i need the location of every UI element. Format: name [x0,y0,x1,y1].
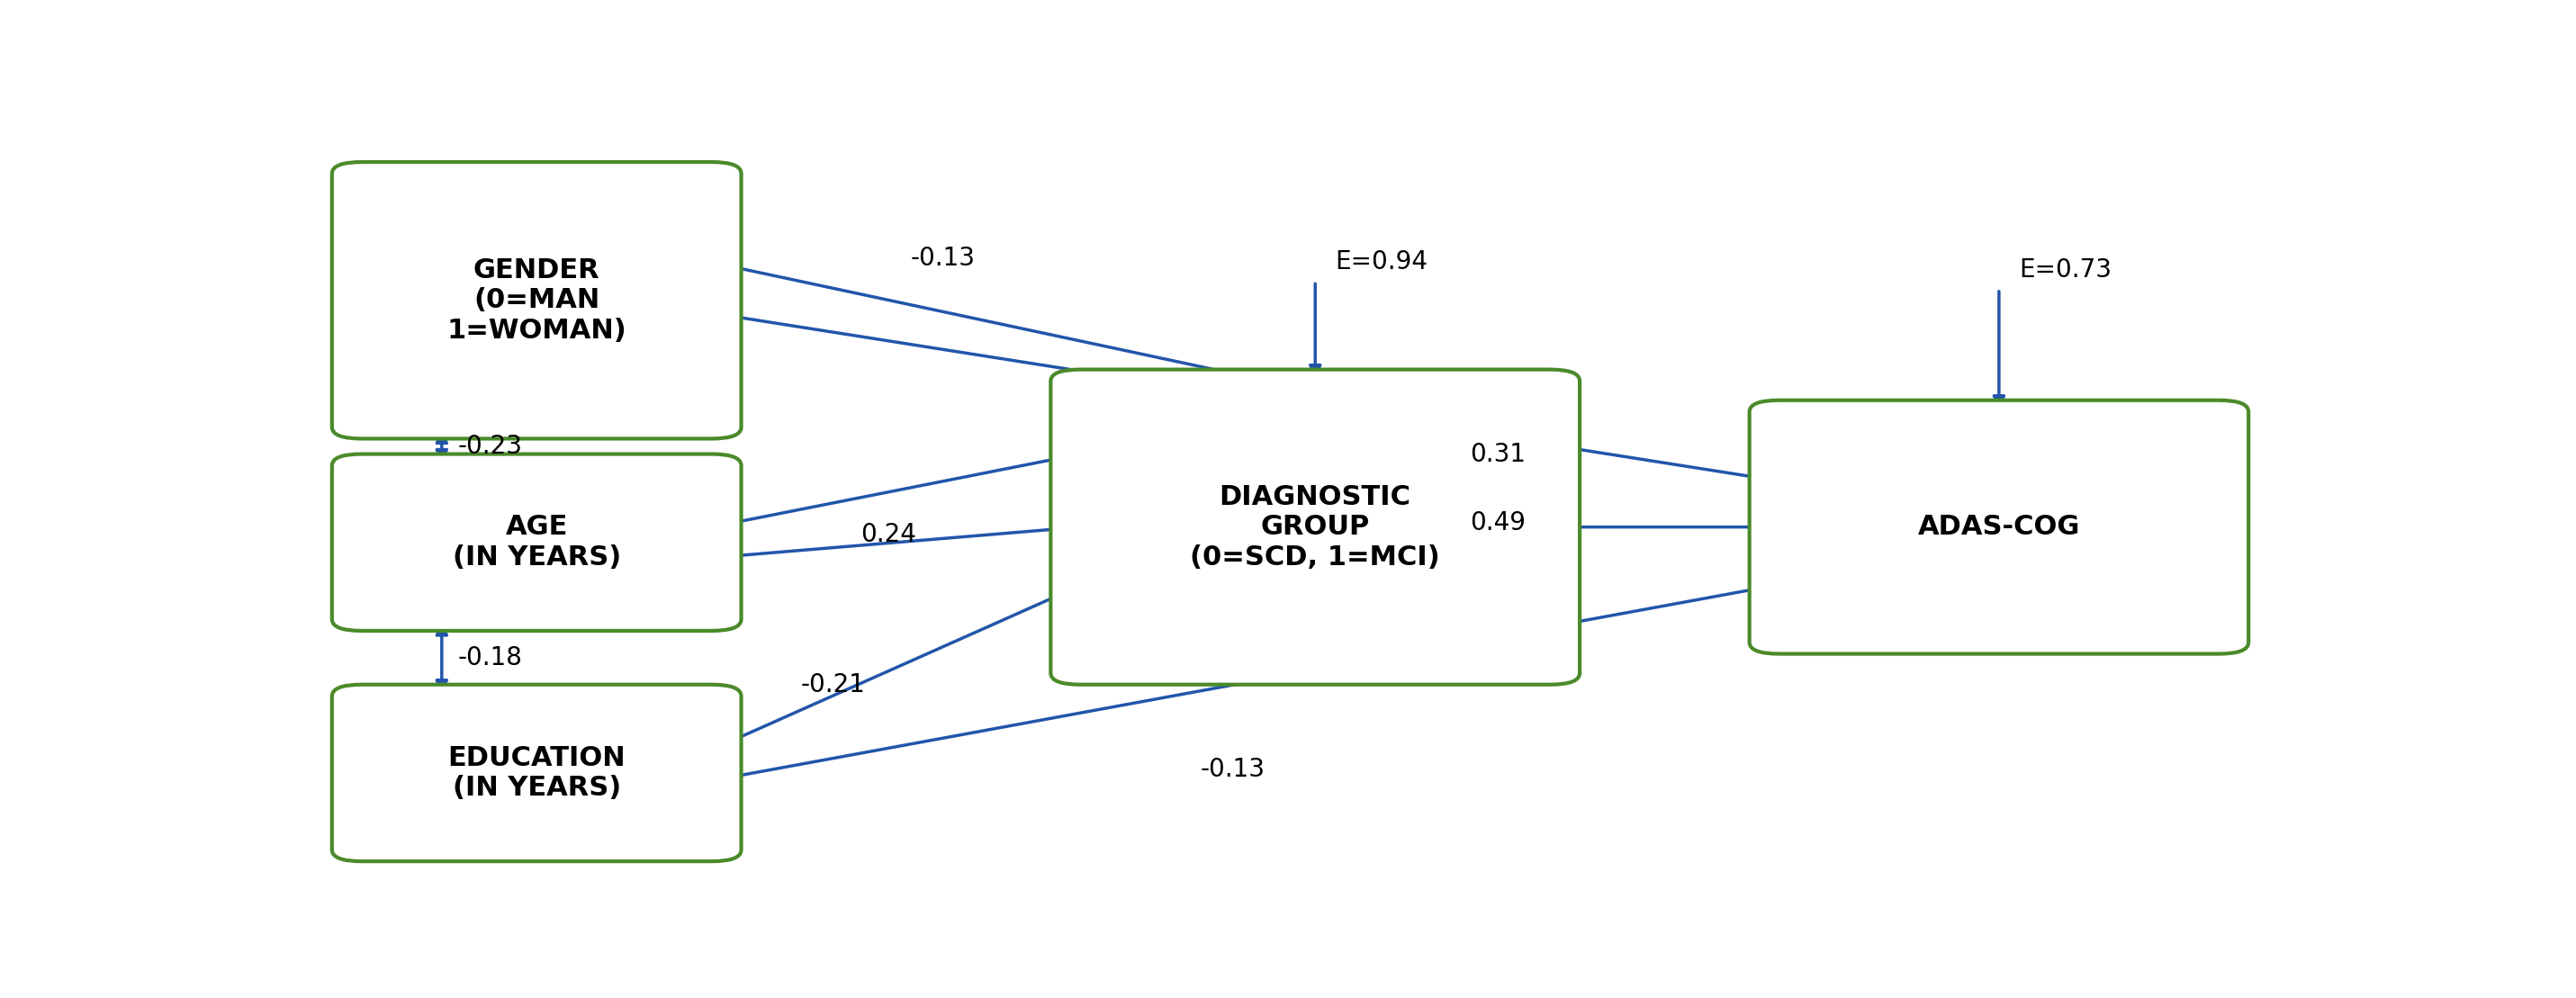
FancyArrowPatch shape [714,452,1074,527]
FancyArrowPatch shape [714,588,1074,748]
FancyArrowPatch shape [1994,291,2004,406]
FancyArrowPatch shape [1311,283,1321,375]
FancyArrowPatch shape [714,262,1262,382]
FancyArrowPatch shape [1553,522,1772,532]
FancyBboxPatch shape [332,162,742,439]
Text: AGE
(IN YEARS): AGE (IN YEARS) [453,514,621,571]
Text: GENDER
(0=MAN
1=WOMAN): GENDER (0=MAN 1=WOMAN) [446,257,626,343]
Text: E=0.73: E=0.73 [2020,257,2112,282]
FancyArrowPatch shape [438,626,446,690]
Text: 0.24: 0.24 [860,522,917,547]
Text: ADAS-COG: ADAS-COG [1917,514,2081,540]
FancyArrowPatch shape [714,313,1772,483]
Text: -0.13: -0.13 [912,246,976,270]
FancyArrowPatch shape [714,583,1772,780]
Text: E=0.94: E=0.94 [1334,250,1427,274]
Text: -0.13: -0.13 [1200,756,1265,781]
FancyBboxPatch shape [1051,369,1579,685]
Text: -0.23: -0.23 [459,434,523,459]
Text: 0.49: 0.49 [1471,511,1525,536]
Text: DIAGNOSTIC
GROUP
(0=SCD, 1=MCI): DIAGNOSTIC GROUP (0=SCD, 1=MCI) [1190,484,1440,570]
FancyBboxPatch shape [332,454,742,631]
FancyBboxPatch shape [332,685,742,861]
FancyArrowPatch shape [438,433,446,459]
Text: 0.31: 0.31 [1471,441,1525,467]
FancyBboxPatch shape [1749,400,2249,654]
Text: -0.18: -0.18 [459,645,523,671]
FancyArrowPatch shape [714,523,1074,558]
Text: EDUCATION
(IN YEARS): EDUCATION (IN YEARS) [448,745,626,801]
Text: -0.21: -0.21 [801,672,866,698]
